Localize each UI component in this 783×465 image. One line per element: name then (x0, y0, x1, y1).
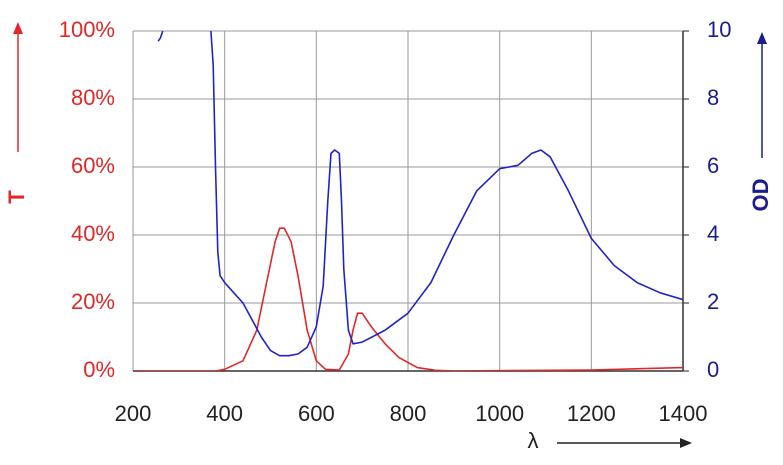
x-tick-label: 1200 (567, 401, 616, 426)
y2-tick-label: 4 (707, 221, 719, 246)
y-tick-label: 0% (83, 357, 115, 382)
arrowhead (13, 22, 23, 34)
y2-tick-label: 8 (707, 85, 719, 110)
y2-axis-title: OD (748, 32, 773, 212)
y2-label: OD (748, 179, 773, 212)
y2-tick-label: 6 (707, 153, 719, 178)
y-tick-label: 80% (71, 85, 115, 110)
y-tick-label: 60% (71, 153, 115, 178)
x-label: λ (528, 428, 539, 453)
y-axis-title: T (4, 22, 29, 204)
x-tick-label: 1000 (475, 401, 524, 426)
x-tick-label: 1400 (659, 401, 708, 426)
x-tick-label: 600 (298, 401, 335, 426)
y-tick-label: 40% (71, 221, 115, 246)
y2-tick-label: 0 (707, 357, 719, 382)
x-axis-title: λ (528, 428, 692, 453)
y2-tick-label: 10 (707, 17, 731, 42)
line-series (157, 31, 683, 357)
y-tick-label: 100% (59, 17, 115, 42)
y-label: T (4, 190, 29, 204)
plot-area (133, 31, 683, 371)
x-tick-label: 400 (206, 401, 243, 426)
x-tick-label: 800 (390, 401, 427, 426)
x-tick-label: 200 (115, 401, 152, 426)
line-series (133, 227, 683, 371)
arrowhead (757, 32, 767, 44)
arrowhead (680, 438, 692, 448)
y2-tick-label: 2 (707, 289, 719, 314)
y-tick-label: 20% (71, 289, 115, 314)
